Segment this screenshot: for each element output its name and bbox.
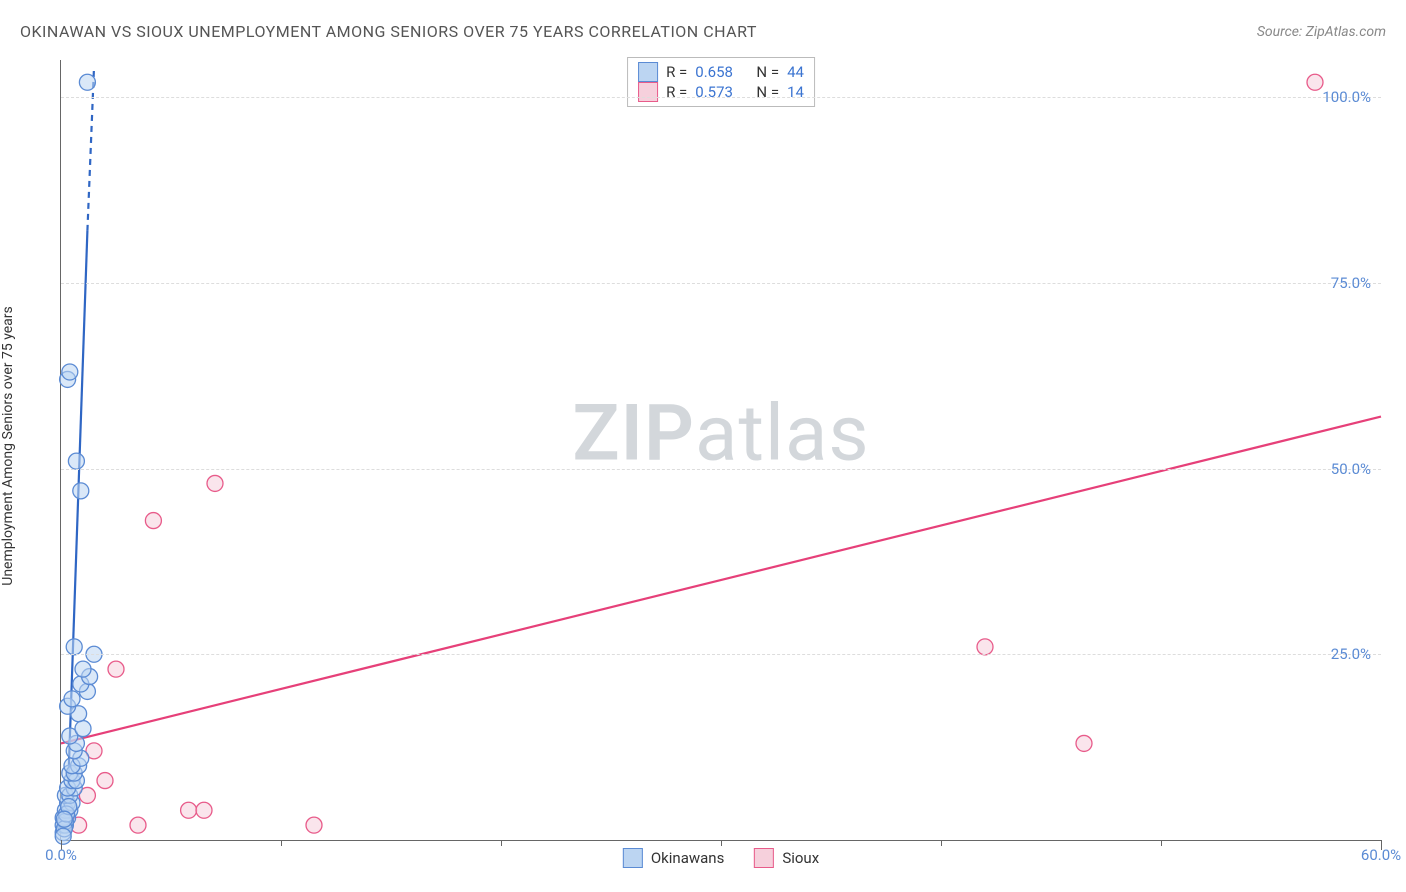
n-value-sioux: 14 — [787, 83, 804, 101]
y-tick-label: 25.0% — [1331, 645, 1371, 663]
y-tick-label: 50.0% — [1331, 460, 1371, 478]
legend-item-okinawans: Okinawans — [623, 848, 724, 868]
stats-legend-box: R = 0.658 N = 44 R = 0.573 N = 14 — [627, 57, 815, 107]
source-name: ZipAtlas.com — [1306, 24, 1386, 40]
r-label: R = — [666, 63, 687, 81]
r-value-okinawans: 0.658 — [695, 63, 733, 81]
n-label: N = — [756, 83, 779, 101]
n-value-okinawans: 44 — [787, 63, 804, 81]
chart-svg — [61, 60, 1381, 840]
legend-swatch-sioux-icon — [754, 848, 774, 868]
n-label: N = — [756, 63, 779, 81]
chart-title: OKINAWAN VS SIOUX UNEMPLOYMENT AMONG SEN… — [20, 22, 757, 41]
r-label: R = — [666, 83, 687, 101]
stats-row-okinawans: R = 0.658 N = 44 — [638, 62, 804, 82]
plot-area: ZIPatlas R = 0.658 N = 44 R = 0.573 N = … — [60, 60, 1381, 841]
y-tick-label: 75.0% — [1331, 274, 1371, 292]
r-value-sioux: 0.573 — [695, 83, 733, 101]
bottom-legend: Okinawans Sioux — [623, 848, 819, 868]
chart-source: Source: ZipAtlas.com — [1257, 24, 1386, 40]
source-label: Source: — [1257, 24, 1302, 40]
y-tick-label: 100.0% — [1322, 88, 1371, 106]
swatch-sioux-icon — [638, 82, 658, 102]
legend-label-okinawans: Okinawans — [651, 849, 724, 867]
legend-label-sioux: Sioux — [782, 849, 819, 867]
swatch-okinawans-icon — [638, 62, 658, 82]
x-tick-label: 0.0% — [45, 846, 77, 864]
chart-header: OKINAWAN VS SIOUX UNEMPLOYMENT AMONG SEN… — [20, 22, 1386, 41]
stats-row-sioux: R = 0.573 N = 14 — [638, 82, 804, 102]
legend-swatch-okinawans-icon — [623, 848, 643, 868]
x-tick-label: 60.0% — [1361, 846, 1401, 864]
legend-item-sioux: Sioux — [754, 848, 819, 868]
